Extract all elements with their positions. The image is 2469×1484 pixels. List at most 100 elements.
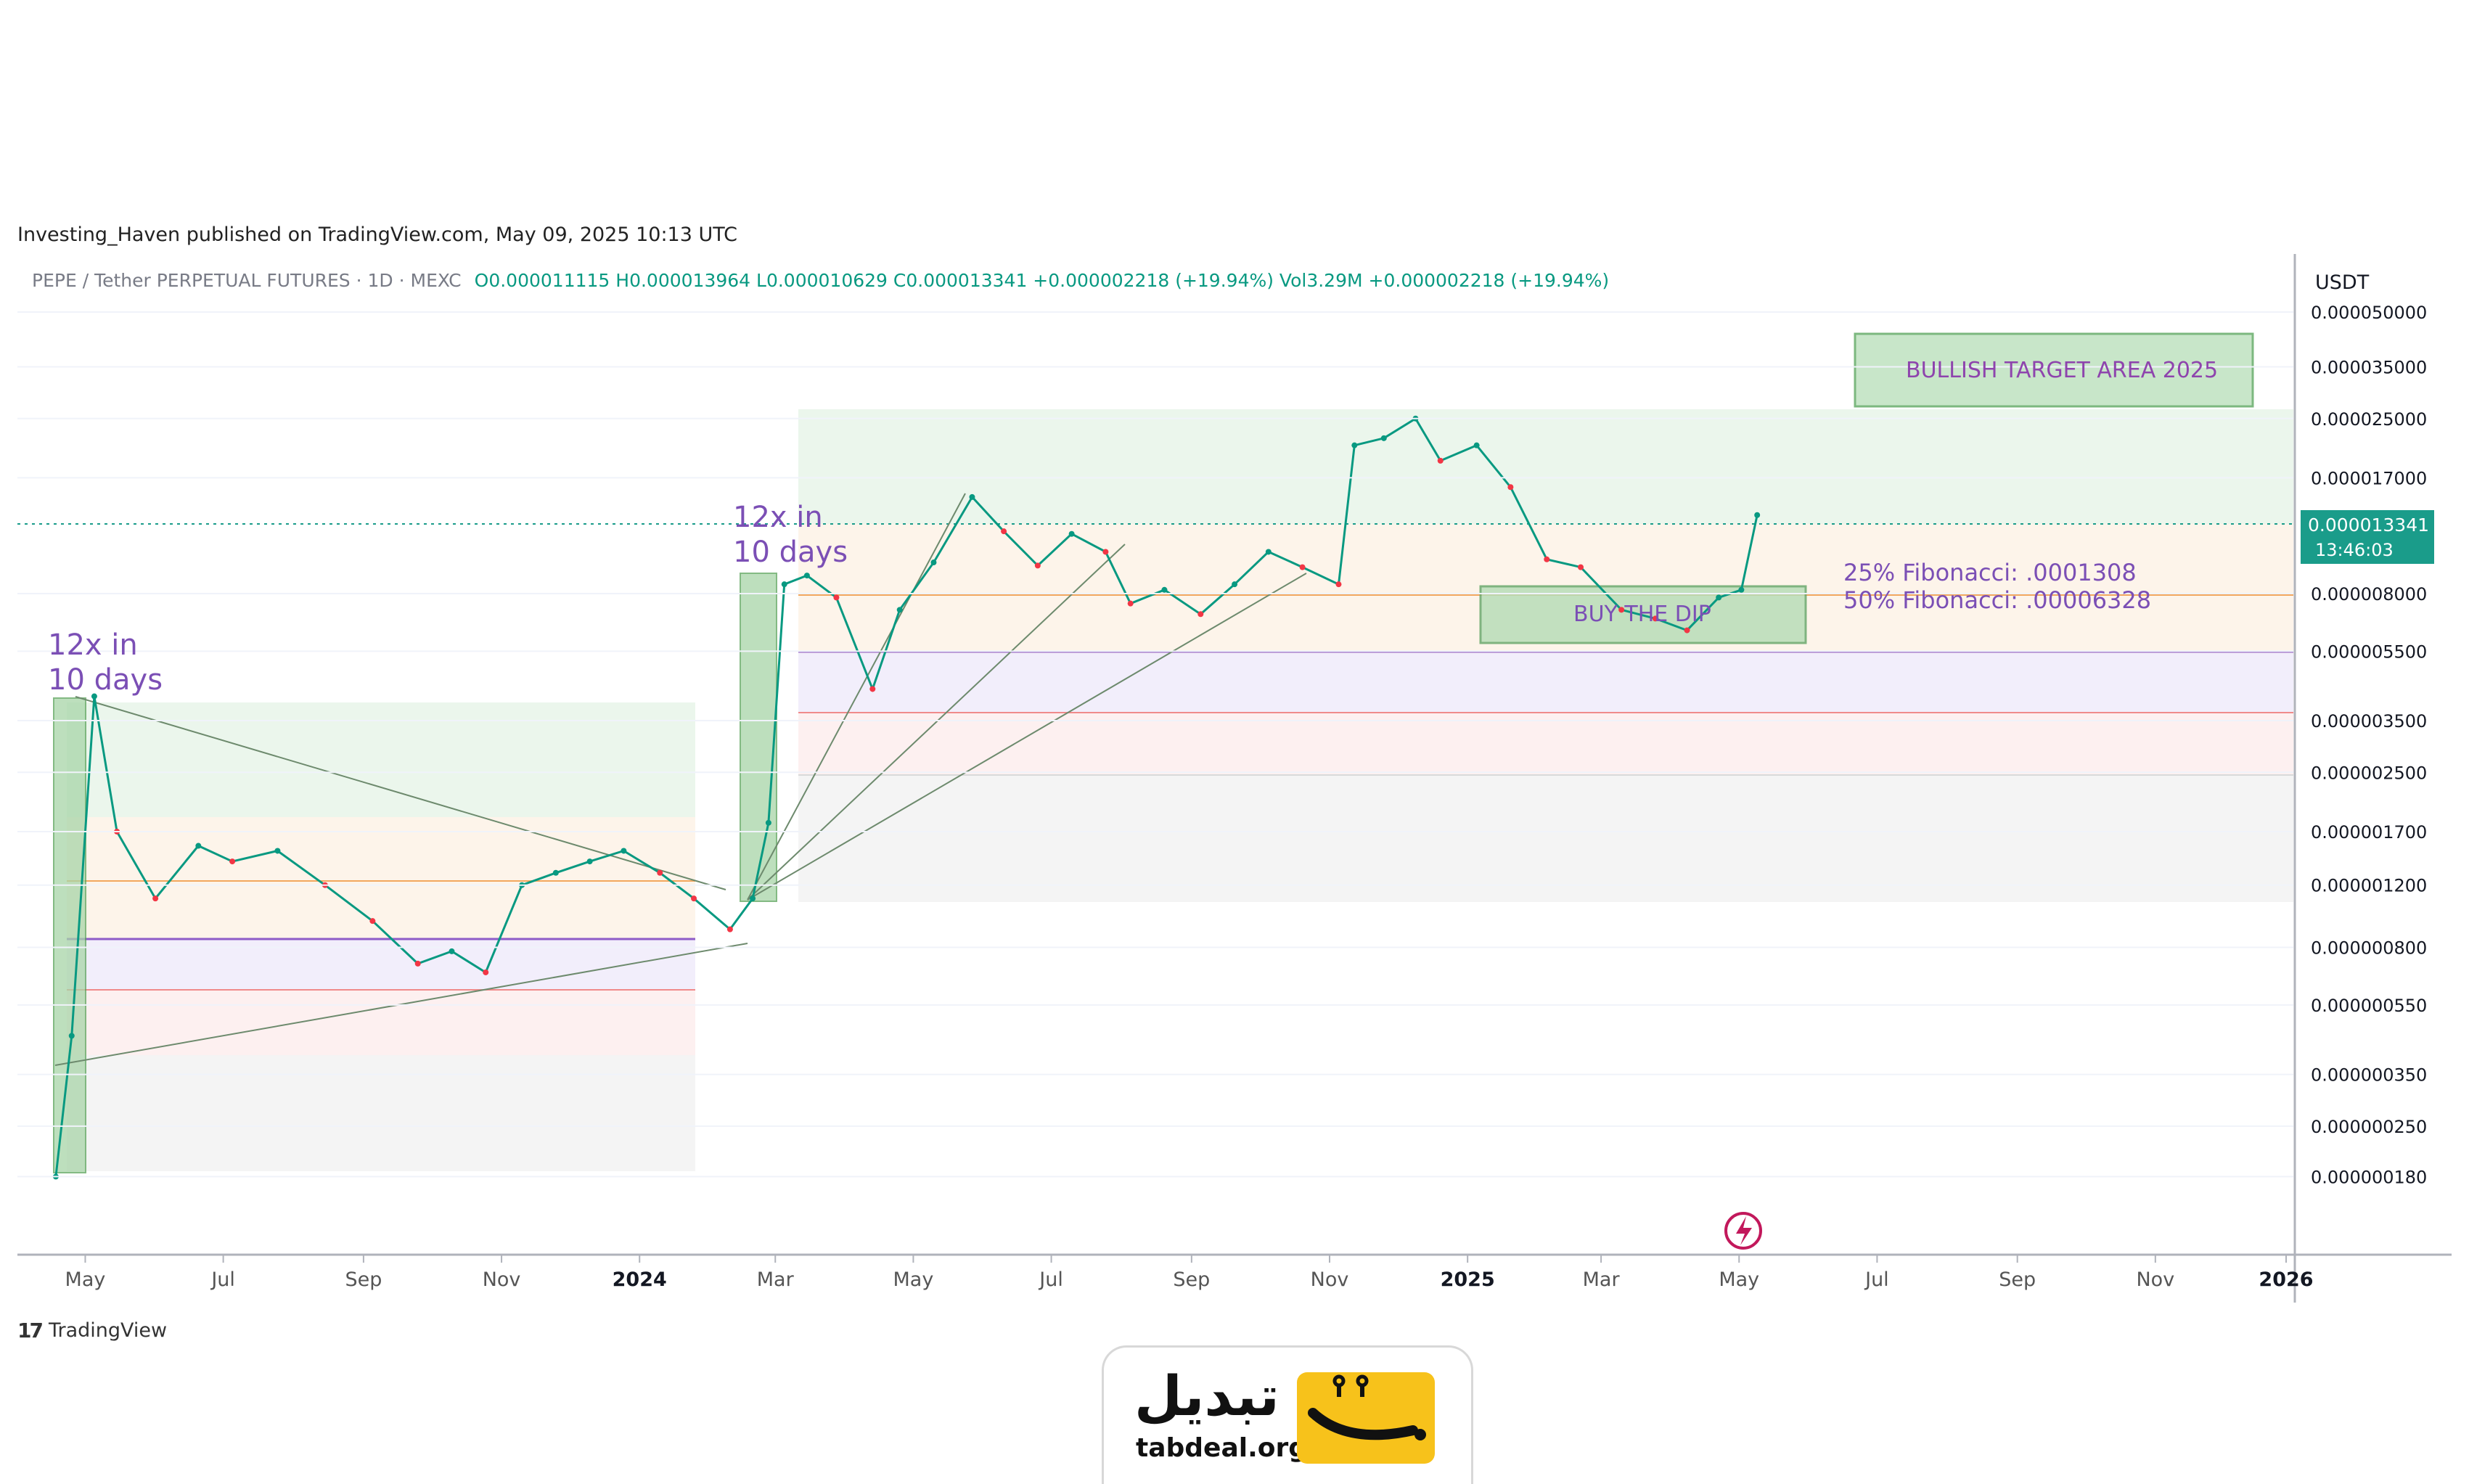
symbol-name: PEPE / Tether PERPETUAL FUTURES · 1D · M… [32,270,462,291]
y-tick-label: 0.000017000 [2311,468,2427,488]
lightning-icon [1736,1216,1752,1245]
fib-zone-left-mid [67,939,695,990]
current-price-label: 0.000013341 [2308,515,2429,536]
tradingview-brand-label: TradingView [48,1319,168,1342]
price-point [91,693,97,700]
tradingview-brand[interactable]: 17 TradingView [17,1319,167,1342]
y-tick-label: 0.000001700 [2311,822,2427,843]
price-point [726,926,733,932]
price-point [68,1033,75,1039]
target-area-box [1854,332,2254,408]
price-point [1473,442,1480,448]
price-point [1068,530,1075,537]
price-point [1507,484,1514,491]
x-tick-label: Nov [483,1268,521,1291]
lightning-icon [1724,1212,1762,1250]
fib-zone-top [798,409,2293,524]
x-tick-label: Jul [1864,1268,1889,1291]
jump1-label: 12x in [48,628,138,662]
price-point [803,573,810,579]
x-tick-label: Nov [2136,1268,2174,1291]
y-tick-label: 0.000005500 [2311,641,2427,662]
x-tick-label: Sep [1999,1268,2036,1291]
x-tick-label: May [893,1268,934,1291]
x-tick-label: May [1719,1268,1759,1291]
y-tick-label: 0.000000180 [2311,1167,2427,1187]
x-tick-label: Jul [210,1268,235,1291]
tabdeal-watermark: تبدیل tabdeal.org [1102,1345,1473,1484]
price-point [1127,600,1134,607]
jump2-label: 10 days [733,536,848,569]
y-tick-label: 0.000003500 [2311,711,2427,731]
price-point [1437,457,1444,464]
fan-line [747,544,1126,901]
price-point [1197,611,1204,618]
price-unit: USDT [2315,271,2370,294]
price-point [552,869,559,876]
published-caption: Investing_Haven published on TradingView… [17,224,738,246]
x-tick-label: Mar [757,1268,795,1291]
price-point [1684,627,1690,634]
fan-line [747,573,1307,901]
price-point [691,895,697,902]
watermark-domain: tabdeal.org [1136,1433,1308,1463]
price-point [1335,581,1342,588]
jump1-label: 10 days [48,663,163,697]
price-point [1578,564,1584,570]
price-point [1232,581,1238,588]
tabdeal-logo-icon [1297,1372,1435,1464]
fib-zone-low [798,713,2293,775]
price-point [1618,607,1625,613]
price-point [869,686,876,692]
y-tick-label: 0.000002500 [2311,763,2427,783]
target-area-label: BULLISH TARGET AREA 2025 [1906,358,2218,383]
price-point [1034,562,1041,569]
countdown-label: 13:46:03 [2315,540,2394,560]
fib50-label: 50% Fibonacci: .00006328 [1843,586,2151,614]
fib-zone-left-bottom [67,1055,695,1171]
y-tick-label: 0.000001200 [2311,876,2427,896]
price-point [449,948,455,954]
price-point [369,918,376,925]
trend-line [75,696,726,890]
price-point [781,581,787,588]
price-point [229,858,236,865]
price-point [414,960,421,967]
x-tick-label: Mar [1583,1268,1621,1291]
price-point [969,493,975,500]
y-tick-label: 0.000035000 [2311,358,2427,378]
fib25-label: 25% Fibonacci: .0001308 [1843,559,2137,586]
price-point [765,819,771,826]
price-point [195,843,202,849]
price-point [152,895,159,902]
price-point [833,594,840,601]
price-point [1380,435,1387,441]
price-point [1652,615,1658,622]
tradingview-logo-icon: 17 [17,1319,44,1342]
price-point [1102,549,1109,555]
symbol-legend: PEPE / Tether PERPETUAL FUTURES · 1D · M… [32,270,1609,291]
price-point [274,848,281,854]
x-tick-label: 2024 [613,1268,667,1291]
x-tick-label: May [65,1268,106,1291]
price-line [54,417,1758,1177]
buy-the-dip-label: BUY THE DIP [1573,602,1711,627]
price-point [586,858,593,865]
price-point [750,895,756,902]
x-tick-label: Sep [345,1268,382,1291]
y-tick-label: 0.000000800 [2311,938,2427,959]
x-tick-label: Jul [1038,1268,1063,1291]
y-tick-label: 0.000025000 [2311,409,2427,430]
jump-box-1 [53,697,86,1173]
price-point [621,848,627,854]
fib-zone-left-top [67,702,695,817]
fib-zone-mid [798,653,2293,713]
price-point [1544,556,1550,562]
price-point [1001,528,1007,535]
price-point [896,607,903,613]
fib-zone-left-upper [67,817,695,939]
price-point [1299,564,1306,570]
price-point [483,969,489,975]
price-point [1716,594,1722,601]
